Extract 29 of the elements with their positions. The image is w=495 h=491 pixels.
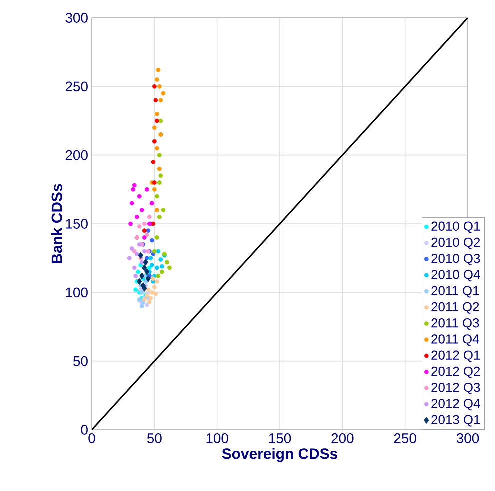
y-tick-label: 300 xyxy=(66,13,88,23)
legend-label: 2012 Q1 xyxy=(432,350,480,362)
y-tick-label: 0 xyxy=(81,425,88,435)
legend-label: 2011 Q4 xyxy=(432,334,480,346)
legend-label: 2012 Q4 xyxy=(432,399,480,411)
x-tick-label: 0 xyxy=(88,434,96,444)
x-tick-label: 200 xyxy=(332,434,354,444)
y-tick-label: 100 xyxy=(66,288,88,298)
x-axis-title: Sovereign CDSs xyxy=(222,448,338,462)
x-tick-label: 150 xyxy=(269,434,292,444)
x-tick-label: 250 xyxy=(394,434,416,444)
legend-label: 2013 Q1 xyxy=(432,415,480,427)
legend-label: 2010 Q3 xyxy=(432,254,480,266)
y-tick-label: 50 xyxy=(74,356,88,366)
legend-label: 2012 Q2 xyxy=(432,366,480,378)
legend-label: 2010 Q4 xyxy=(432,270,480,282)
legend-label: 2011 Q1 xyxy=(432,286,480,298)
y-tick-label: 200 xyxy=(66,150,88,160)
legend-label: 2010 Q1 xyxy=(432,222,480,234)
legend-label: 2011 Q3 xyxy=(432,318,480,330)
x-tick-label: 50 xyxy=(147,434,162,444)
x-tick-label: 300 xyxy=(456,434,480,444)
y-tick-label: 250 xyxy=(66,82,88,92)
y-tick-label: 150 xyxy=(66,219,88,229)
legend-label: 2011 Q2 xyxy=(432,302,480,314)
y-axis-title: Bank CDSs xyxy=(51,184,62,264)
legend-label: 2010 Q2 xyxy=(432,238,480,250)
x-tick-label: 100 xyxy=(206,434,228,444)
legend-label: 2012 Q3 xyxy=(432,383,480,395)
